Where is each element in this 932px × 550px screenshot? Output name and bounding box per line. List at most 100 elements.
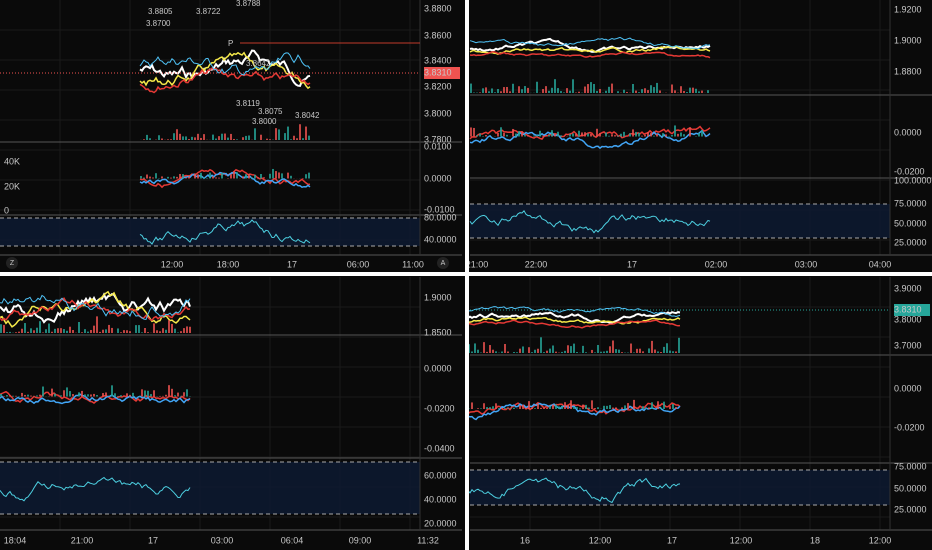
volume-bar <box>533 135 535 137</box>
volume-bar <box>129 331 131 333</box>
volume-bar <box>63 329 65 333</box>
volume-bar <box>531 407 533 409</box>
volume-bar <box>594 352 596 353</box>
volume-bar <box>671 84 673 93</box>
volume-bar <box>191 136 193 140</box>
volume-bar <box>263 177 265 179</box>
volume-bar <box>143 177 145 179</box>
volume-bar <box>102 393 104 397</box>
volume-bar <box>269 173 271 179</box>
volume-bar <box>611 134 613 137</box>
price-label: 50.0000 <box>894 483 927 493</box>
volume-bar <box>177 332 179 333</box>
indicator-line <box>469 45 711 56</box>
volume-bar <box>290 139 292 140</box>
volume-bar <box>692 87 694 93</box>
volume-bar <box>621 352 623 353</box>
price-label: 1.9000 <box>424 292 452 302</box>
volume-bar <box>623 131 625 137</box>
toolbar-button[interactable] <box>6 257 18 269</box>
volume-bar <box>9 395 11 397</box>
volume-bar <box>537 348 539 353</box>
price-label: 3.7800 <box>424 134 452 144</box>
volume-bar <box>203 177 205 179</box>
volume-bar <box>480 408 482 409</box>
volume-bar <box>570 400 572 409</box>
time-label: 17 <box>667 535 677 545</box>
volume-bar <box>552 345 554 353</box>
volume-bar <box>548 134 550 137</box>
volume-bar <box>656 133 658 137</box>
volume-bar <box>560 135 562 137</box>
volume-bar <box>597 407 599 409</box>
volume-bar <box>269 139 271 140</box>
volume-bar <box>557 88 559 93</box>
volume-bar <box>485 134 487 137</box>
volume-bar <box>618 349 620 353</box>
price-label: 100.0000 <box>894 175 932 185</box>
volume-bar <box>528 401 530 409</box>
volume-bar <box>626 91 628 93</box>
price-label: -0.0200 <box>894 166 925 176</box>
volume-bar <box>302 138 304 140</box>
volume-bar <box>114 393 116 397</box>
volume-bar <box>471 402 473 409</box>
volume-bar <box>546 407 548 409</box>
volume-bar <box>117 395 119 397</box>
toolbar-button[interactable]: Z <box>10 260 15 267</box>
volume-bar <box>476 135 478 137</box>
volume-bar <box>188 176 190 179</box>
volume-bar <box>657 351 659 353</box>
volume-bar <box>272 168 274 179</box>
volume-bar <box>153 390 155 397</box>
volume-bar <box>72 330 74 333</box>
volume-bar <box>599 133 601 137</box>
volume-bar <box>140 176 142 179</box>
volume-bar <box>650 132 652 137</box>
volume-bar <box>495 403 497 409</box>
volume-bar <box>614 135 616 137</box>
indicator-line <box>139 51 311 90</box>
price-label: 60.0000 <box>424 470 457 480</box>
volume-bar <box>30 395 32 397</box>
volume-bar <box>96 395 98 397</box>
volume-bar <box>105 392 107 397</box>
volume-bar <box>200 172 202 179</box>
time-label: 09:00 <box>349 535 372 545</box>
volume-bar <box>24 394 26 397</box>
indicator-line <box>469 36 711 50</box>
volume-bar <box>197 133 199 140</box>
volume-bar <box>605 132 607 137</box>
indicator-line <box>0 393 191 405</box>
volume-bar <box>662 133 664 137</box>
volume-bar <box>161 176 163 179</box>
volume-bar <box>141 389 143 397</box>
volume-bar <box>651 340 653 353</box>
volume-bar <box>486 407 488 409</box>
time-label: 17 <box>148 535 158 545</box>
price-label: 1.9000 <box>894 35 922 45</box>
volume-bar <box>186 389 188 397</box>
volume-bar <box>567 345 569 353</box>
volume-bar <box>275 128 277 140</box>
volume-bar <box>549 348 551 353</box>
volume-bar <box>171 323 173 333</box>
volume-bar <box>560 91 562 93</box>
price-label: 75.0000 <box>894 461 927 471</box>
volume-bar <box>680 132 682 137</box>
time-label: 21:00 <box>466 259 489 269</box>
volume-bar <box>509 91 511 93</box>
time-label: 12:00 <box>161 259 184 269</box>
volume-bar <box>9 331 11 333</box>
volume-bar <box>528 347 530 353</box>
toolbar-button[interactable] <box>437 257 449 269</box>
volume-bar <box>185 136 187 140</box>
time-label: 17 <box>627 259 637 269</box>
price-annotation: 3.8000 <box>252 117 277 126</box>
volume-bar <box>308 135 310 140</box>
indicator-line <box>0 292 191 324</box>
volume-bar <box>185 177 187 179</box>
toolbar-button[interactable]: A <box>441 260 446 267</box>
volume-bar <box>641 135 643 137</box>
volume-bar <box>156 330 158 333</box>
